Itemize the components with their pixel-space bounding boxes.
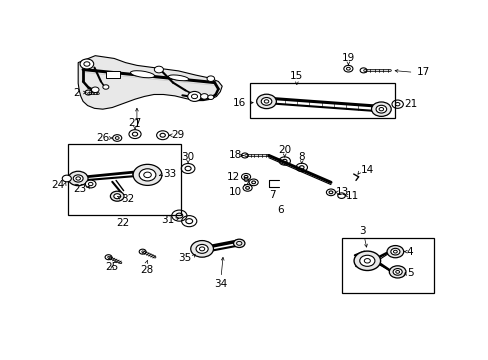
Text: 13: 13 xyxy=(336,187,349,197)
Text: 20: 20 xyxy=(278,145,291,156)
Text: 11: 11 xyxy=(346,191,359,201)
Bar xyxy=(68,144,180,215)
Text: 9: 9 xyxy=(242,177,248,187)
Text: 7: 7 xyxy=(269,190,275,200)
Text: 29: 29 xyxy=(171,130,184,140)
Text: 34: 34 xyxy=(214,279,227,289)
Text: 31: 31 xyxy=(161,215,174,225)
Circle shape xyxy=(375,105,386,113)
Text: 2: 2 xyxy=(73,87,80,98)
Circle shape xyxy=(207,95,213,99)
Bar xyxy=(342,238,433,293)
Circle shape xyxy=(139,169,156,181)
Text: 6: 6 xyxy=(276,205,283,215)
Circle shape xyxy=(261,98,271,105)
Circle shape xyxy=(392,269,401,275)
Circle shape xyxy=(110,191,124,201)
Circle shape xyxy=(133,164,162,185)
Circle shape xyxy=(390,248,399,255)
Text: 26: 26 xyxy=(96,133,109,143)
Text: 19: 19 xyxy=(341,53,354,63)
Text: 27: 27 xyxy=(128,118,142,128)
Bar xyxy=(249,84,394,118)
Text: 14: 14 xyxy=(361,165,374,175)
Circle shape xyxy=(206,76,214,81)
Circle shape xyxy=(114,194,121,199)
Circle shape xyxy=(102,85,109,89)
Text: 25: 25 xyxy=(105,262,119,272)
Circle shape xyxy=(359,255,374,266)
Circle shape xyxy=(62,175,71,182)
Text: 21: 21 xyxy=(403,99,416,109)
Text: 24: 24 xyxy=(51,180,64,190)
Text: 1: 1 xyxy=(133,118,140,129)
Circle shape xyxy=(371,102,390,116)
Circle shape xyxy=(154,66,163,73)
Circle shape xyxy=(91,87,99,93)
Text: 4: 4 xyxy=(406,247,412,257)
Ellipse shape xyxy=(168,75,188,81)
Text: 3: 3 xyxy=(358,226,365,236)
Text: 33: 33 xyxy=(163,169,176,179)
Text: 12: 12 xyxy=(226,172,240,182)
Polygon shape xyxy=(78,56,222,109)
Text: 18: 18 xyxy=(228,150,242,161)
Circle shape xyxy=(200,94,208,99)
Circle shape xyxy=(187,91,201,102)
Text: 23: 23 xyxy=(74,184,87,194)
Text: 30: 30 xyxy=(181,152,194,162)
Circle shape xyxy=(68,171,88,186)
Text: 17: 17 xyxy=(416,67,429,77)
Text: 10: 10 xyxy=(229,186,242,197)
Circle shape xyxy=(233,239,244,247)
Ellipse shape xyxy=(130,71,154,78)
Text: 5: 5 xyxy=(406,268,412,278)
Bar xyxy=(105,71,120,78)
Circle shape xyxy=(85,180,96,188)
Text: 35: 35 xyxy=(178,253,191,263)
Circle shape xyxy=(256,94,276,109)
Text: 32: 32 xyxy=(121,194,134,204)
Text: 8: 8 xyxy=(298,152,305,162)
Circle shape xyxy=(80,59,94,69)
Circle shape xyxy=(386,246,403,258)
Circle shape xyxy=(388,266,405,278)
Circle shape xyxy=(73,175,83,182)
Circle shape xyxy=(196,244,208,253)
Circle shape xyxy=(353,251,380,270)
Text: 28: 28 xyxy=(140,265,153,275)
Text: 22: 22 xyxy=(116,219,129,228)
Text: 16: 16 xyxy=(232,98,245,108)
Circle shape xyxy=(190,240,213,257)
Text: 15: 15 xyxy=(290,71,303,81)
